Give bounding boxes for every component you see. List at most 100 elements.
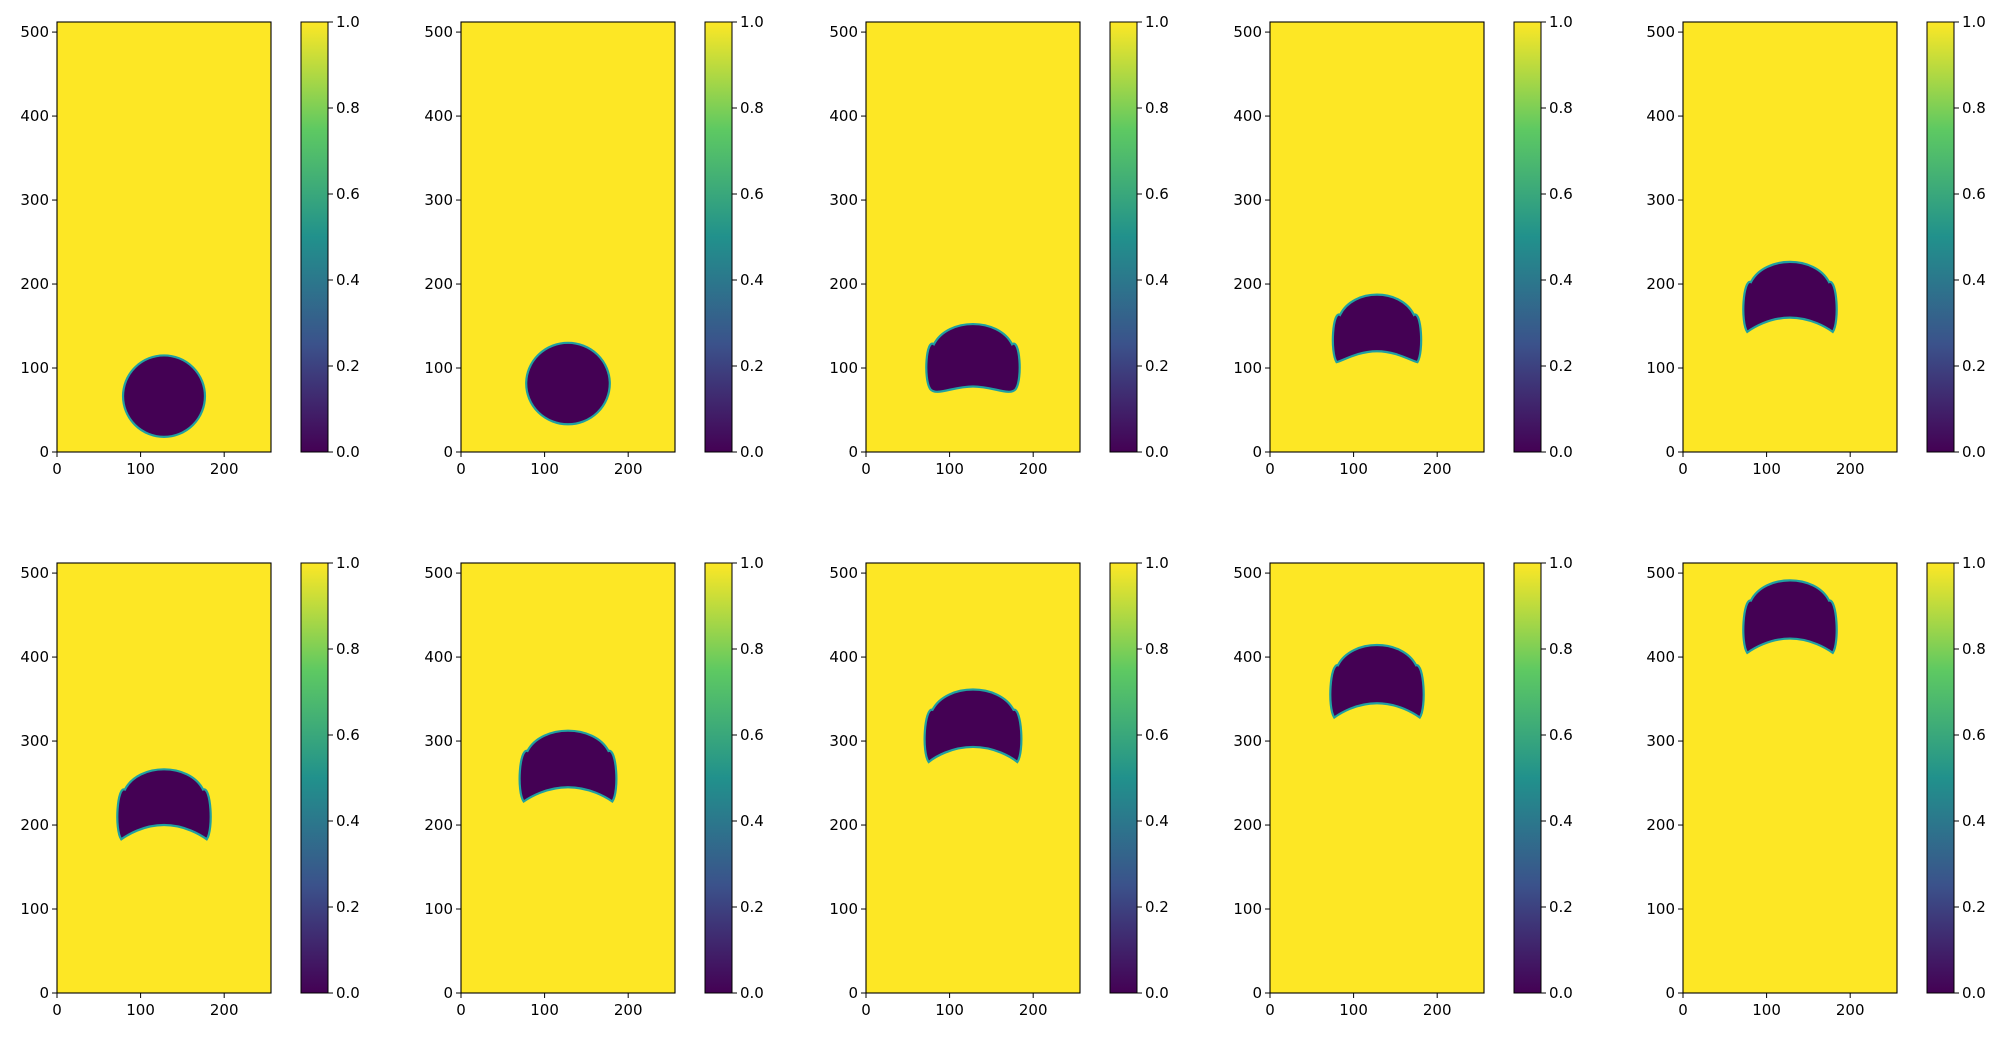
colorbar	[1513, 562, 1542, 994]
colorbar-tick-label: 0.2	[1145, 898, 1169, 916]
axes-frame	[865, 562, 1081, 994]
y-tick-label: 100	[20, 359, 49, 377]
y-tick-label: 500	[1233, 564, 1262, 582]
panels-grid: 0 100 200 0 100 200 300 400 500 0.0 0.2 0.4 0.6 0.8 1.…	[20, 13, 1986, 1019]
x-tick-label: 0	[456, 1001, 466, 1019]
bubble-shape	[1742, 260, 1838, 334]
axes-frame	[56, 562, 272, 994]
x-tick-label: 0	[1678, 1001, 1688, 1019]
x-tick-label: 100	[126, 1001, 155, 1019]
panel-9: 0 100 200 0 100 200 300 400 500 0.0 0.2 0.4 0.6 0.8 1.…	[1233, 554, 1573, 1019]
colorbar-tick-label: 1.0	[336, 13, 360, 31]
bubble	[116, 768, 212, 841]
colorbar-tick-label: 0.8	[1962, 640, 1986, 658]
bubble	[925, 323, 1021, 393]
colorbar-tick-label: 0.2	[1549, 357, 1573, 375]
colorbar-tick-label: 0.4	[336, 812, 360, 830]
y-tick-label: 400	[829, 107, 858, 125]
x-tick-label: 100	[1752, 1001, 1781, 1019]
colorbar-tick-label: 0.2	[740, 898, 764, 916]
y-tick-label: 300	[1646, 732, 1675, 750]
y-tick-label: 300	[20, 191, 49, 209]
y-tick-label: 500	[20, 564, 49, 582]
y-tick-label: 300	[1233, 732, 1262, 750]
axes-frame	[1269, 21, 1485, 453]
panel-5: 0 100 200 0 100 200 300 400 500 0.0 0.2 0.4 0.6 0.8 1.…	[1646, 13, 1986, 478]
y-tick-label: 400	[1233, 107, 1262, 125]
bubble-shape	[1742, 579, 1838, 655]
colorbar-tick-label: 0.4	[1549, 812, 1573, 830]
y-tick-label: 0	[39, 984, 49, 1002]
colorbar-tick-label: 0.4	[1962, 812, 1986, 830]
colorbar-tick-label: 1.0	[740, 554, 764, 572]
colorbar-tick-label: 0.8	[1145, 640, 1169, 658]
bubble-shape	[925, 323, 1021, 393]
colorbar-tick-label: 0.8	[1145, 99, 1169, 117]
bubble-shape	[121, 354, 207, 438]
y-tick-label: 100	[424, 900, 453, 918]
colorbar-tick-label: 0.0	[1962, 984, 1986, 1002]
colorbar-tick-label: 0.0	[740, 443, 764, 461]
x-tick-label: 200	[210, 460, 239, 478]
y-tick-label: 400	[424, 648, 453, 666]
colorbar-tick-label: 0.6	[336, 185, 360, 203]
colorbar-tick-label: 0.8	[336, 640, 360, 658]
colorbar-tick-label: 1.0	[1549, 13, 1573, 31]
colorbar-tick-label: 0.4	[1145, 812, 1169, 830]
colorbar-tick-label: 1.0	[1145, 13, 1169, 31]
y-tick-label: 100	[20, 900, 49, 918]
colorbar-tick-label: 0.2	[336, 898, 360, 916]
x-tick-label: 200	[210, 1001, 239, 1019]
x-tick-label: 200	[1836, 1001, 1865, 1019]
y-tick-label: 400	[1646, 107, 1675, 125]
panel-7: 0 100 200 0 100 200 300 400 500 0.0 0.2 0.4 0.6 0.8 1.…	[424, 554, 764, 1019]
colorbar-tick-label: 1.0	[336, 554, 360, 572]
y-tick-label: 200	[424, 275, 453, 293]
y-tick-label: 500	[20, 23, 49, 41]
colorbar-tick-label: 0.0	[1549, 443, 1573, 461]
y-tick-label: 0	[443, 443, 453, 461]
bubble	[525, 341, 611, 426]
y-tick-label: 100	[1233, 359, 1262, 377]
field-background	[1270, 563, 1484, 993]
colorbar-tick-label: 0.0	[740, 984, 764, 1002]
x-tick-label: 0	[861, 460, 871, 478]
y-tick-label: 300	[829, 191, 858, 209]
colorbar	[1109, 21, 1138, 453]
colorbar-tick-label: 0.8	[740, 99, 764, 117]
axes-frame	[1269, 562, 1485, 994]
x-tick-label: 100	[1339, 1001, 1368, 1019]
bubble-shape	[116, 768, 212, 841]
bubble-shape	[923, 688, 1023, 764]
field-background	[1270, 22, 1484, 452]
colorbar-tick-label: 0.0	[1962, 443, 1986, 461]
y-tick-label: 400	[424, 107, 453, 125]
x-tick-label: 100	[530, 460, 559, 478]
y-tick-label: 200	[1233, 275, 1262, 293]
y-tick-label: 300	[829, 732, 858, 750]
x-tick-label: 100	[530, 1001, 559, 1019]
colorbar-tick-label: 0.8	[740, 640, 764, 658]
x-tick-label: 200	[1019, 1001, 1048, 1019]
axes-frame	[56, 21, 272, 453]
x-tick-label: 100	[1752, 460, 1781, 478]
y-tick-label: 500	[829, 564, 858, 582]
colorbar-tick-label: 1.0	[1549, 554, 1573, 572]
colorbar-tick-label: 0.0	[1145, 443, 1169, 461]
colorbar	[704, 562, 733, 994]
colorbar-tick-label: 0.8	[1549, 99, 1573, 117]
colorbar-tick-label: 0.2	[336, 357, 360, 375]
colorbar-tick-label: 0.6	[1549, 726, 1573, 744]
y-tick-label: 200	[1233, 816, 1262, 834]
colorbar-tick-label: 0.4	[1145, 271, 1169, 289]
bubble	[121, 354, 207, 438]
y-tick-label: 300	[1646, 191, 1675, 209]
x-tick-label: 0	[1265, 1001, 1275, 1019]
colorbar-tick-label: 1.0	[1962, 13, 1986, 31]
axes-frame	[865, 21, 1081, 453]
x-tick-label: 200	[614, 460, 643, 478]
panel-10: 0 100 200 0 100 200 300 400 500 0.0 0.2 0.4 0.6 0.8 1.…	[1646, 554, 1986, 1019]
y-tick-label: 500	[1646, 564, 1675, 582]
x-tick-label: 200	[1423, 1001, 1452, 1019]
